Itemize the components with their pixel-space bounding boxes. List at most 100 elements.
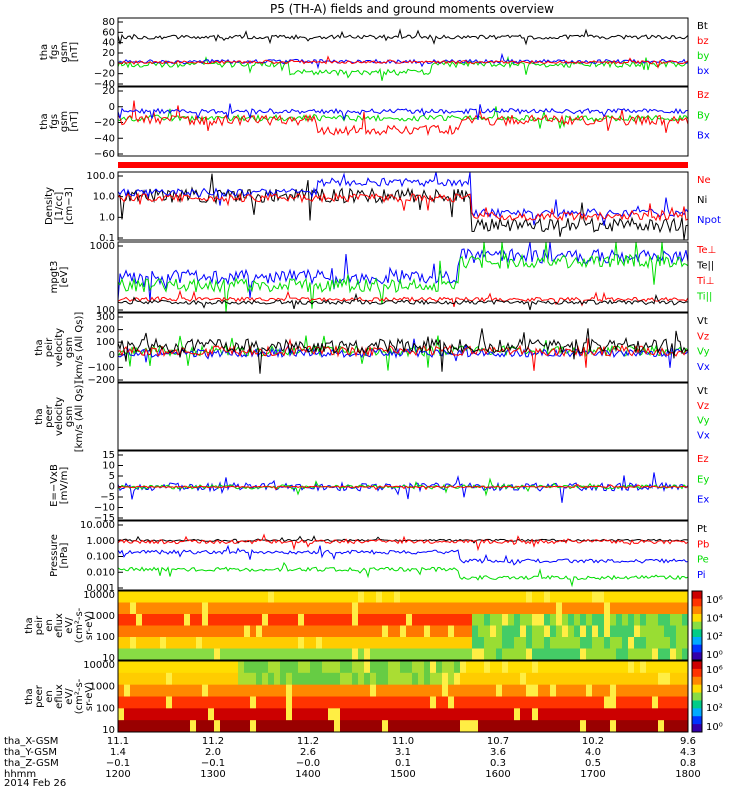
- spectrogram-cell: [574, 648, 580, 661]
- spectrogram-cell: [610, 672, 616, 686]
- spectrogram-cell: [574, 625, 580, 638]
- spectrogram-cell: [166, 648, 172, 661]
- spectrogram-cell: [184, 602, 190, 615]
- spectrogram-cell: [280, 672, 286, 686]
- colorbar-swatch: [692, 644, 702, 653]
- series-bx: [117, 52, 689, 70]
- spectrogram-cell: [196, 648, 202, 661]
- spectrogram-cell: [124, 591, 130, 603]
- legend-entry: Ey: [697, 474, 709, 485]
- spectrogram-cell: [436, 672, 442, 686]
- spectrogram-cell: [412, 602, 418, 615]
- spectrogram-cell: [598, 720, 604, 733]
- spectrogram-cell: [490, 672, 496, 686]
- spectrogram-cell: [550, 708, 556, 721]
- spectrogram-cell: [670, 708, 676, 721]
- spectrogram-cell: [388, 672, 394, 686]
- spectrogram-cell: [256, 602, 262, 615]
- spectrogram-cell: [286, 591, 292, 603]
- spectrogram-cell: [202, 614, 208, 626]
- spectrogram-cell: [226, 684, 232, 697]
- colorbar-swatch: [692, 692, 702, 701]
- spectrogram-cell: [520, 708, 526, 721]
- spectrogram-cell: [640, 637, 646, 649]
- spectrogram-cell: [268, 602, 274, 615]
- spectrogram-cell: [166, 672, 172, 686]
- spectrogram-cell: [238, 648, 244, 661]
- spectrogram-cell: [682, 684, 688, 697]
- spectrogram-cell: [448, 672, 454, 686]
- spectrogram-cell: [466, 708, 472, 721]
- spectrogram-cell: [634, 648, 640, 661]
- spectrogram-cell: [268, 591, 274, 603]
- spectrogram-cell: [280, 614, 286, 626]
- spectrogram-cell: [664, 672, 670, 686]
- y-tick-label: 10: [102, 725, 115, 736]
- spectrogram-cell: [532, 672, 538, 686]
- spectrogram-cell: [526, 684, 532, 697]
- x-tick-label: 1300: [200, 769, 225, 780]
- spectrogram-cell: [250, 661, 256, 674]
- spectrogram-cell: [154, 648, 160, 661]
- spectrogram-cell: [238, 661, 244, 674]
- spectrogram-cell: [568, 625, 574, 638]
- spectrogram-cell: [166, 684, 172, 697]
- spectrogram-cell: [628, 720, 634, 733]
- spectrogram-cell: [598, 672, 604, 686]
- spectrogram-cell: [484, 661, 490, 674]
- spectrogram-cell: [610, 637, 616, 649]
- spectrogram-cell: [190, 708, 196, 721]
- spectrogram-cell: [652, 614, 658, 626]
- spectrogram-cell: [532, 661, 538, 674]
- spectrogram-cell: [250, 684, 256, 697]
- spectrogram-cell: [142, 696, 148, 709]
- spectrogram-cell: [202, 672, 208, 686]
- spectrogram-cell: [664, 637, 670, 649]
- spectrogram-cell: [538, 614, 544, 626]
- y-tick-label: 100: [96, 305, 115, 316]
- spectrogram-cell: [538, 602, 544, 615]
- spectrogram-cell: [490, 661, 496, 674]
- spectrogram-cell: [334, 591, 340, 603]
- spectrogram-cell: [472, 648, 478, 661]
- spectrogram-cell: [274, 625, 280, 638]
- spectrogram-cell: [448, 602, 454, 615]
- spectrogram-cell: [346, 648, 352, 661]
- spectrogram-cell: [394, 625, 400, 638]
- spectrogram-cell: [502, 625, 508, 638]
- spectrogram-cell: [664, 602, 670, 615]
- spectrogram-cell: [238, 625, 244, 638]
- panel-frame: [117, 171, 689, 241]
- spectrogram-cell: [664, 684, 670, 697]
- spectrogram-cell: [448, 625, 454, 638]
- spectrogram-cell: [574, 614, 580, 626]
- spectrogram-cell: [640, 720, 646, 733]
- spectrogram-cell: [610, 696, 616, 709]
- spectrogram-cell: [226, 602, 232, 615]
- spectrogram-cell: [436, 637, 442, 649]
- y-axis-label: [nPa]: [59, 542, 70, 568]
- spectrogram-cell: [448, 648, 454, 661]
- spectrogram-cell: [460, 637, 466, 649]
- spectrogram-cell: [454, 684, 460, 697]
- spectrogram-cell: [220, 684, 226, 697]
- spectrogram-cell: [310, 625, 316, 638]
- spectrogram-cell: [364, 637, 370, 649]
- spectrogram-cell: [574, 602, 580, 615]
- y-tick-label: 20: [102, 48, 115, 59]
- spectrogram-cell: [334, 625, 340, 638]
- spectrogram-cell: [250, 591, 256, 603]
- spectrogram-cell: [226, 637, 232, 649]
- spectrogram-cell: [376, 614, 382, 626]
- spectrogram-cell: [154, 625, 160, 638]
- spectrogram-cell: [442, 614, 448, 626]
- spectrogram-cell: [286, 708, 292, 721]
- spectrogram-cell: [340, 696, 346, 709]
- y-axis-label: sr-eV): [84, 611, 95, 640]
- spectrogram-cell: [382, 720, 388, 733]
- spectrogram-cell: [670, 614, 676, 626]
- spectrogram-cell: [430, 684, 436, 697]
- spectrogram-cell: [220, 720, 226, 733]
- spectrogram-cell: [478, 672, 484, 686]
- spectrogram-cell: [370, 672, 376, 686]
